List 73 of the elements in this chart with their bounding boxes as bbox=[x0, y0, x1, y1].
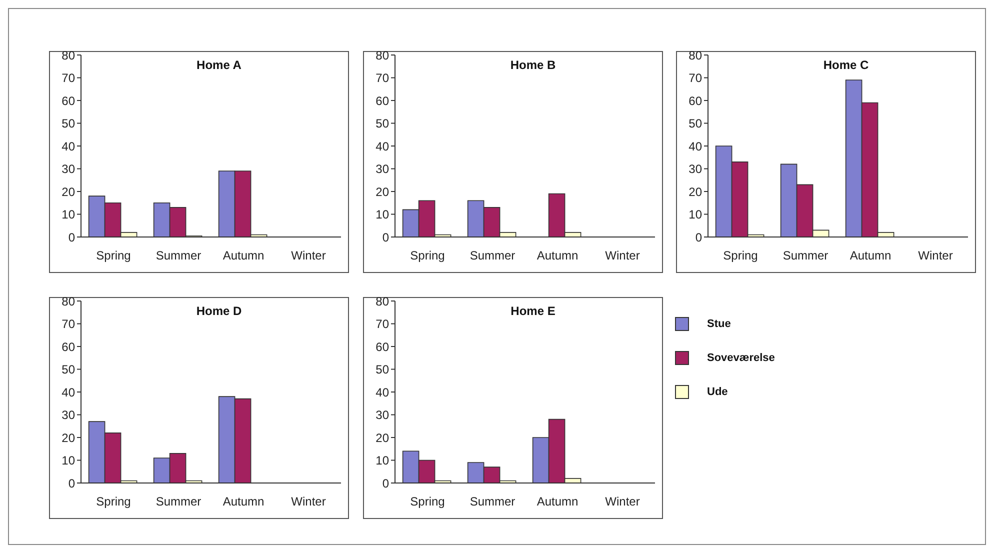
y-tick-label: 40 bbox=[688, 139, 702, 154]
y-tick-label: 80 bbox=[376, 48, 390, 62]
legend-label: Soveværelse bbox=[707, 352, 775, 364]
y-tick-label: 40 bbox=[376, 139, 390, 154]
chart-title: Home C bbox=[823, 58, 869, 72]
y-tick-label: 0 bbox=[68, 476, 76, 490]
x-tick-label: Winter bbox=[291, 494, 326, 509]
y-tick-label: 80 bbox=[688, 48, 702, 62]
x-tick-label: Spring bbox=[410, 248, 445, 263]
y-tick-label: 0 bbox=[382, 476, 390, 490]
y-tick-label: 60 bbox=[376, 340, 390, 354]
y-tick-label: 30 bbox=[688, 162, 702, 176]
y-tick-label: 40 bbox=[62, 385, 76, 400]
y-tick-label: 50 bbox=[62, 362, 76, 377]
y-tick-label: 70 bbox=[62, 317, 76, 332]
y-tick-label: 20 bbox=[62, 184, 76, 199]
y-tick-label: 10 bbox=[62, 454, 76, 468]
y-tick-label: 50 bbox=[62, 116, 76, 131]
x-tick-label: Summer bbox=[782, 248, 828, 263]
y-tick-label: 30 bbox=[62, 162, 76, 176]
y-tick-label: 30 bbox=[62, 408, 76, 422]
y-tick-label: 70 bbox=[62, 71, 76, 86]
chart-title: Home B bbox=[510, 58, 556, 72]
x-tick-label: Winter bbox=[605, 494, 640, 509]
y-tick-label: 70 bbox=[688, 71, 702, 86]
x-tick-label: Summer bbox=[470, 494, 516, 509]
x-tick-label: Spring bbox=[723, 248, 758, 263]
y-tick-label: 20 bbox=[376, 184, 390, 199]
y-tick-label: 60 bbox=[62, 94, 76, 108]
x-tick-label: Autumn bbox=[536, 248, 578, 263]
y-tick-label: 70 bbox=[376, 317, 390, 332]
y-tick-label: 30 bbox=[376, 162, 390, 176]
y-tick-label: 20 bbox=[688, 184, 702, 199]
y-tick-label: 20 bbox=[376, 430, 390, 445]
y-tick-label: 10 bbox=[376, 454, 390, 468]
x-tick-label: Spring bbox=[96, 494, 131, 509]
chart-title: Home A bbox=[196, 58, 242, 72]
y-tick-label: 80 bbox=[376, 294, 390, 308]
y-tick-label: 50 bbox=[376, 362, 390, 377]
y-tick-label: 60 bbox=[62, 340, 76, 354]
legend-label: Stue bbox=[707, 318, 731, 330]
chart-title: Home E bbox=[510, 304, 556, 318]
x-tick-label: Autumn bbox=[222, 494, 264, 509]
x-tick-label: Winter bbox=[605, 248, 640, 263]
y-tick-label: 30 bbox=[376, 408, 390, 422]
x-tick-label: Summer bbox=[156, 494, 202, 509]
legend-label: Ude bbox=[707, 386, 728, 398]
x-tick-label: Winter bbox=[291, 248, 326, 263]
chart-title: Home D bbox=[196, 304, 242, 318]
x-tick-label: Spring bbox=[96, 248, 131, 263]
x-tick-label: Autumn bbox=[850, 248, 892, 263]
y-tick-label: 10 bbox=[688, 208, 702, 222]
y-tick-label: 70 bbox=[376, 71, 390, 86]
y-tick-label: 50 bbox=[376, 116, 390, 131]
x-tick-label: Spring bbox=[410, 494, 445, 509]
y-tick-label: 80 bbox=[62, 48, 76, 62]
y-tick-label: 0 bbox=[68, 230, 76, 244]
y-tick-label: 50 bbox=[688, 116, 702, 131]
y-tick-label: 80 bbox=[62, 294, 76, 308]
x-tick-label: Winter bbox=[918, 248, 953, 263]
y-tick-label: 0 bbox=[382, 230, 390, 244]
y-tick-label: 40 bbox=[376, 385, 390, 400]
x-tick-label: Autumn bbox=[222, 248, 264, 263]
y-tick-label: 20 bbox=[62, 430, 76, 445]
y-tick-label: 0 bbox=[695, 230, 702, 244]
y-tick-label: 60 bbox=[688, 94, 702, 108]
y-tick-label: 60 bbox=[376, 94, 390, 108]
x-tick-label: Summer bbox=[156, 248, 202, 263]
y-tick-label: 10 bbox=[62, 208, 76, 222]
y-tick-label: 40 bbox=[62, 139, 76, 154]
x-tick-label: Autumn bbox=[536, 494, 578, 509]
y-tick-label: 10 bbox=[376, 208, 390, 222]
x-tick-label: Summer bbox=[470, 248, 516, 263]
